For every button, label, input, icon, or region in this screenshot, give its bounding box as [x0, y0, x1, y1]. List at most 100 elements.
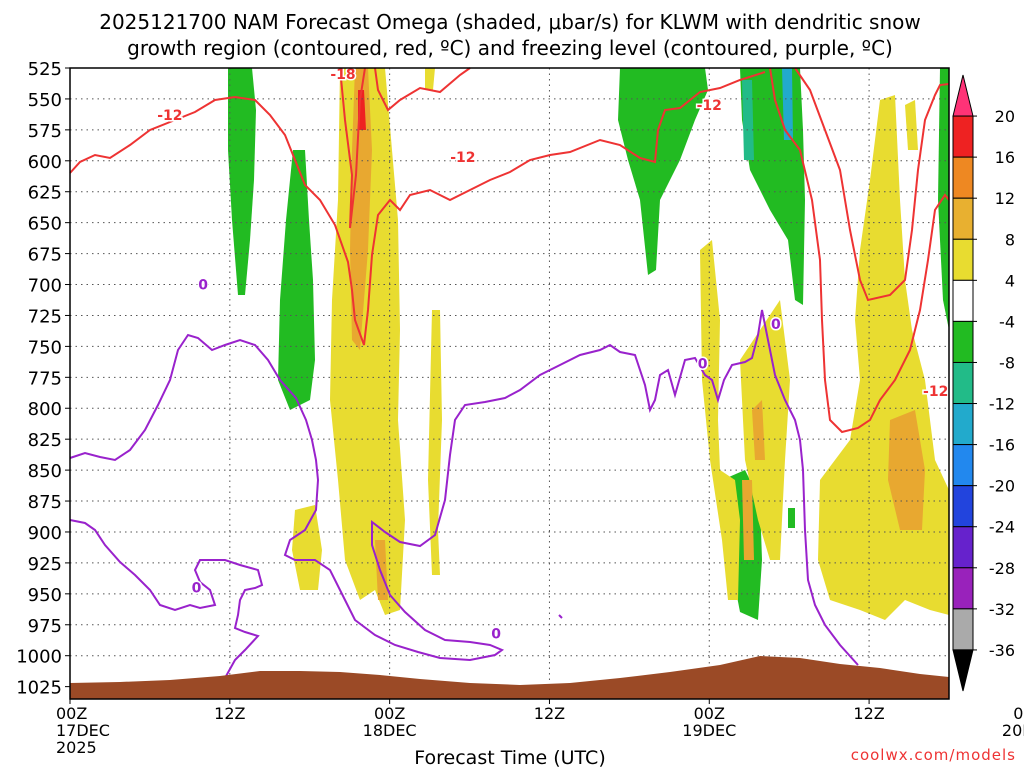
omega-green-region [228, 68, 256, 295]
x-tick-label: 00Z [1013, 704, 1024, 723]
dgz-contour-line [794, 67, 950, 302]
plot-background [70, 68, 949, 699]
omega-yellow-region [740, 300, 790, 560]
omega-green-region [618, 68, 708, 275]
x-axis-label: Forecast Time (UTC) [414, 747, 605, 768]
freezing-level-line [69, 309, 859, 666]
contour-label: 0 [491, 626, 501, 642]
y-tick-label: 600 [28, 152, 62, 173]
omega-orange-region [350, 68, 372, 350]
colorbar-label: -20 [989, 477, 1015, 496]
x-tick-label: 00Z [374, 704, 405, 723]
x-tick-label: 00Z [56, 704, 87, 723]
omega-orange-region [742, 480, 754, 560]
contour-label: -12 [923, 384, 948, 400]
dgz-contours [69, 67, 950, 434]
colorbar-swatch [952, 238, 974, 281]
colorbar-swatch [952, 567, 974, 610]
omega-yellow-region [905, 100, 918, 150]
omega-orange-region [752, 400, 765, 460]
x-tick-date-label: 19DEC [682, 721, 736, 740]
y-tick-label: 625 [28, 183, 62, 204]
y-tick-label: 525 [28, 59, 62, 80]
dgz-contour-line [69, 71, 766, 346]
contour-label: 0 [198, 278, 208, 294]
y-tick-label: 925 [28, 554, 62, 575]
omega-blue-region [782, 68, 793, 140]
plot-area: -18 -12 -12 -12 -12 0 0 0 0 0 [69, 66, 950, 700]
y-axis: 525 550 575 600 625 650 675 700 725 750 775 800 825 8… [16, 59, 70, 699]
colorbar-label: -24 [989, 518, 1015, 537]
colorbar-swatch [952, 197, 974, 240]
colorbar-swatch [952, 444, 974, 487]
x-tick-label: 12Z [853, 704, 884, 723]
x-tick-year-label: 2025 [56, 738, 97, 757]
colorbar-swatch [952, 115, 974, 158]
colorbar-swatch [952, 403, 974, 446]
colorbar-cap-bottom [952, 649, 974, 692]
contour-label: 0 [698, 357, 708, 373]
contour-label: -12 [450, 150, 475, 166]
y-tick-label: 1000 [16, 647, 62, 668]
y-tick-label: 1025 [16, 678, 62, 699]
y-tick-label: 800 [28, 399, 62, 420]
chart-title-line2: growth region (contoured, red, ºC) and f… [127, 36, 893, 60]
y-tick-label: 575 [28, 121, 62, 142]
contour-labels: -18 -12 -12 -12 -12 0 0 0 0 0 [156, 66, 950, 644]
y-tick-label: 775 [28, 368, 62, 389]
y-tick-label: 950 [28, 585, 62, 606]
x-tick-date-label: 18DEC [363, 721, 417, 740]
x-tick-label: 12Z [534, 704, 565, 723]
x-tick-date-label: 17DEC [56, 721, 110, 740]
omega-shading [228, 68, 949, 620]
y-tick-label: 975 [28, 616, 62, 637]
colorbar-label: -16 [989, 436, 1015, 455]
colorbar-label: -4 [999, 312, 1015, 331]
x-tick-label: 00Z [694, 704, 725, 723]
colorbar-swatch [952, 485, 974, 528]
contour-label: -18 [330, 67, 355, 83]
colorbar-label: -32 [989, 600, 1015, 619]
y-tick-label: 900 [28, 523, 62, 544]
y-tick-label: 725 [28, 306, 62, 327]
plot-frame [69, 67, 950, 700]
y-tick-label: 875 [28, 492, 62, 513]
freezing-level-line [558, 614, 563, 619]
x-tick-date-label: 20DEC [1002, 721, 1024, 740]
omega-orange-region [375, 540, 388, 600]
omega-yellow-region [428, 310, 442, 575]
colorbar: 20 16 12 8 4 -4 -8 -12 -16 -20 -24 -28 -32 -36 [952, 74, 1015, 692]
colorbar-swatch [952, 156, 974, 199]
contour-label: 0 [192, 581, 202, 597]
contour-label: -12 [157, 108, 182, 124]
y-tick-label: 550 [28, 90, 62, 111]
chart-title-line1: 2025121700 NAM Forecast Omega (shaded, μ… [99, 10, 921, 34]
colorbar-label: -8 [999, 353, 1015, 372]
terrain-ground [70, 656, 949, 699]
y-tick-label: 675 [28, 245, 62, 266]
colorbar-label: -12 [989, 395, 1015, 414]
colorbar-label: -36 [989, 641, 1015, 660]
contour-label: -12 [697, 98, 722, 114]
colorbar-label: 4 [1005, 271, 1015, 290]
colorbar-swatch [952, 320, 974, 363]
colorbar-swatch [952, 279, 974, 322]
omega-yellow-region [425, 68, 435, 90]
contour-label: 0 [771, 317, 781, 333]
colorbar-label: 8 [1005, 230, 1015, 249]
dgz-contour-line [769, 67, 950, 434]
y-tick-label: 650 [28, 214, 62, 235]
y-tick-label: 850 [28, 461, 62, 482]
colorbar-swatch [952, 361, 974, 405]
dgz-contour-line [339, 67, 366, 229]
y-tick-label: 825 [28, 430, 62, 451]
omega-yellow-region [292, 505, 322, 590]
omega-green-region [278, 150, 315, 410]
omega-green-region [788, 508, 795, 528]
y-tick-label: 700 [28, 276, 62, 297]
dgz-contour-line [374, 67, 471, 112]
colorbar-cap-top [952, 74, 974, 117]
credit-text: coolwx.com/models [851, 746, 1016, 764]
omega-yellow-region [700, 240, 740, 600]
colorbar-label: -28 [989, 559, 1015, 578]
